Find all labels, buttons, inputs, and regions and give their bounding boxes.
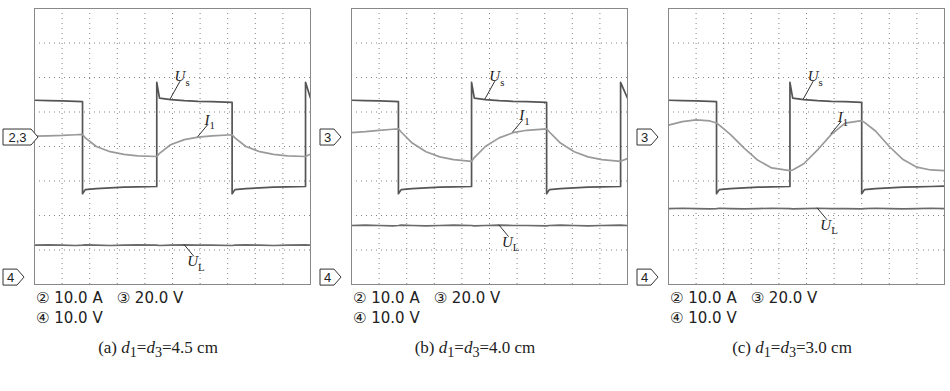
svg-text:4: 4 [7, 270, 14, 285]
svg-text:2,3: 2,3 [8, 130, 26, 145]
html-text:④ 10.0 V: ④ 10.0 V [353, 309, 420, 327]
html-text:④ 10.0 V: ④ 10.0 V [36, 309, 103, 327]
svg-text:4: 4 [641, 270, 648, 285]
svg-text:I1: I1 [203, 112, 214, 132]
html-text:② 10.0 A: ② 10.0 A [36, 289, 103, 307]
html-text:(c) d1= d3=3.0 cm: (c) d1= d3=3.0 cm [732, 338, 852, 361]
svg-text:I1: I1 [518, 107, 529, 127]
svg-text:Us: Us [808, 68, 823, 88]
svg-text:UL: UL [820, 217, 837, 237]
html-text:③ 20.0 V: ③ 20.0 V [750, 289, 818, 307]
html-text:③ 20.0 V: ③ 20.0 V [433, 289, 501, 307]
html-text:② 10.0 A: ② 10.0 A [670, 289, 737, 307]
svg-text:Us: Us [175, 68, 190, 88]
html-text:② 10.0 A: ② 10.0 A [353, 289, 420, 307]
svg-text:3: 3 [324, 130, 331, 145]
html-text:(b) d1= d3=4.0 cm: (b) d1= d3=4.0 cm [414, 338, 536, 361]
html-text:④ 10.0 V: ④ 10.0 V [670, 309, 737, 327]
svg-text:I1: I1 [837, 109, 848, 129]
svg-text:3: 3 [641, 130, 648, 145]
svg-text:UL: UL [187, 253, 204, 273]
html-text:③ 20.0 V: ③ 20.0 V [116, 289, 184, 307]
html-text:(a) d1= d3=4.5 cm: (a) d1= d3=4.5 cm [98, 338, 218, 361]
svg-text:4: 4 [324, 270, 331, 285]
svg-text:UL: UL [502, 234, 519, 254]
svg-text:Us: Us [489, 68, 504, 88]
